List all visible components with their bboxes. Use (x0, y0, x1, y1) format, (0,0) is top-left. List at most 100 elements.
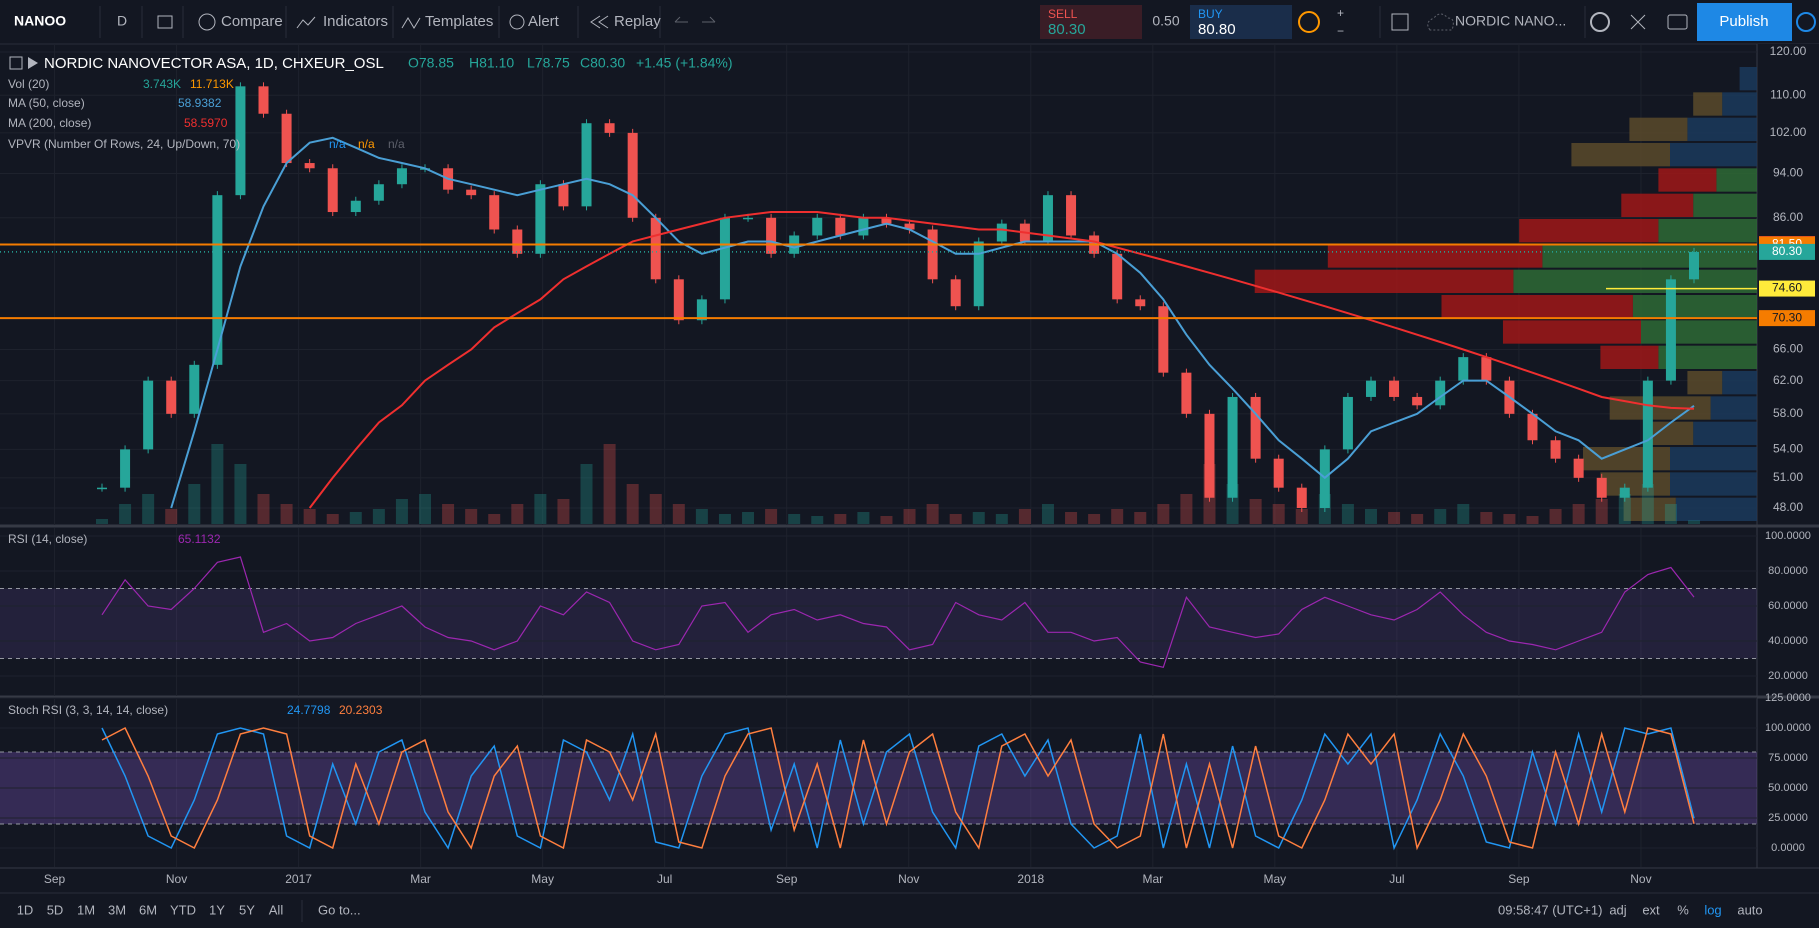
spread: 0.50 (1152, 13, 1179, 29)
range-button[interactable]: YTD (170, 902, 196, 917)
toolbar-button[interactable]: Indicators (323, 13, 388, 30)
candle (558, 184, 569, 207)
sell-box[interactable] (1040, 5, 1142, 39)
publish-button[interactable] (1697, 3, 1792, 41)
time-label: Jul (1389, 872, 1404, 886)
sell-price[interactable]: 80.30 (1048, 21, 1086, 38)
volume-bar (1618, 494, 1631, 524)
cloud-icon[interactable] (1427, 13, 1454, 31)
vpvr-down (1583, 447, 1670, 471)
volume-bar (234, 464, 247, 524)
candle (604, 123, 615, 133)
vpvr-up (1675, 497, 1757, 521)
volume-bar (626, 484, 639, 524)
symbol[interactable]: NANOO (14, 13, 66, 29)
vpvr-up (1722, 371, 1757, 395)
settings-icon[interactable] (1590, 12, 1610, 32)
indicator-name[interactable]: Vol (20) (8, 77, 49, 91)
range-button[interactable]: 3M (108, 902, 126, 917)
buy-label[interactable]: BUY (1198, 7, 1223, 21)
candle (512, 229, 523, 254)
volume-bar (580, 464, 593, 524)
undo-icon[interactable] (674, 16, 688, 23)
legend-toggle[interactable] (9, 56, 23, 70)
candle (719, 217, 730, 300)
plus-button[interactable]: + (1337, 6, 1344, 20)
chart-type-icon[interactable] (157, 15, 173, 29)
interval[interactable]: D (117, 13, 127, 29)
stoch-legend[interactable]: Stoch RSI (3, 3, 14, 14, close) (8, 703, 168, 717)
time-label: Mar (1142, 872, 1163, 886)
y-tick-label: 66.00 (1773, 342, 1803, 356)
range-button[interactable]: 1Y (209, 902, 225, 917)
publish-label[interactable]: Publish (1719, 13, 1768, 30)
y-tick-label: 25.0000 (1768, 812, 1808, 824)
volume-bar (534, 494, 547, 524)
snapshot-icon[interactable] (1667, 14, 1688, 30)
volume-bar (349, 512, 362, 524)
vpvr-down (1502, 320, 1641, 344)
volume-bar (811, 516, 824, 524)
replay-icon[interactable] (590, 15, 609, 29)
vpvr-down (1646, 421, 1694, 445)
goto-button[interactable]: Go to... (318, 902, 361, 917)
toolbar-button[interactable]: Compare (221, 13, 283, 30)
alert-icon[interactable] (509, 14, 525, 30)
compare-icon[interactable] (198, 13, 216, 31)
volume-bar (857, 512, 870, 524)
range-button[interactable]: 5D (47, 902, 64, 917)
buy-box[interactable] (1190, 5, 1292, 39)
select-icon[interactable] (1391, 13, 1409, 31)
candle (996, 223, 1007, 242)
scale-option[interactable]: ext (1642, 902, 1660, 917)
range-button[interactable]: 1D (17, 902, 34, 917)
volume-bar (142, 494, 155, 524)
templates-icon[interactable] (401, 17, 421, 29)
candle (1066, 195, 1077, 236)
indicators-icon[interactable] (296, 16, 316, 29)
indicator-name[interactable]: MA (200, close) (8, 116, 91, 130)
price-tag-label: 80.30 (1772, 244, 1802, 258)
candle (373, 184, 384, 201)
scale-option[interactable]: auto (1737, 902, 1762, 917)
redo-icon[interactable] (702, 16, 716, 23)
time-label: Nov (898, 872, 919, 886)
volume-bar (695, 509, 708, 524)
layout-name[interactable]: NORDIC NANO... (1455, 13, 1566, 29)
sell-label[interactable]: SELL (1048, 7, 1078, 21)
indicator-name[interactable]: VPVR (Number Of Rows, 24, Up/Down, 70) (8, 137, 240, 151)
y-tick-label: 75.0000 (1768, 752, 1808, 764)
fullscreen-icon[interactable] (1630, 14, 1646, 30)
candle (673, 279, 684, 321)
range-button[interactable]: 5Y (239, 902, 255, 917)
y-tick-label: 110.00 (1770, 87, 1806, 101)
replay-play-icon[interactable] (1796, 12, 1816, 32)
toolbar-button[interactable]: Replay (614, 13, 661, 30)
candle (1596, 477, 1607, 498)
rsi-legend[interactable]: RSI (14, close) (8, 532, 87, 546)
buy-price[interactable]: 80.80 (1198, 21, 1236, 38)
legend-collapse[interactable] (28, 57, 38, 69)
candle (1665, 279, 1676, 381)
candle (97, 487, 107, 490)
candle (489, 195, 500, 230)
toolbar-button[interactable]: Templates (425, 13, 493, 30)
volume-bar (765, 509, 778, 524)
candle (327, 168, 338, 213)
indicator-name[interactable]: MA (50, close) (8, 96, 85, 110)
vpvr-down (1623, 497, 1676, 521)
range-button[interactable]: 6M (139, 902, 157, 917)
scale-option[interactable]: log (1704, 902, 1721, 917)
minus-button[interactable]: − (1337, 24, 1344, 38)
toolbar-button[interactable]: Alert (528, 13, 560, 30)
y-tick-label: 125.0000 (1765, 692, 1811, 704)
candle (627, 132, 638, 218)
range-button[interactable]: All (269, 902, 284, 917)
range-button[interactable]: 1M (77, 902, 95, 917)
info-icon[interactable] (1298, 11, 1320, 33)
scale-option[interactable]: adj (1609, 902, 1626, 917)
candle (166, 380, 177, 414)
scale-option[interactable]: % (1677, 902, 1689, 917)
